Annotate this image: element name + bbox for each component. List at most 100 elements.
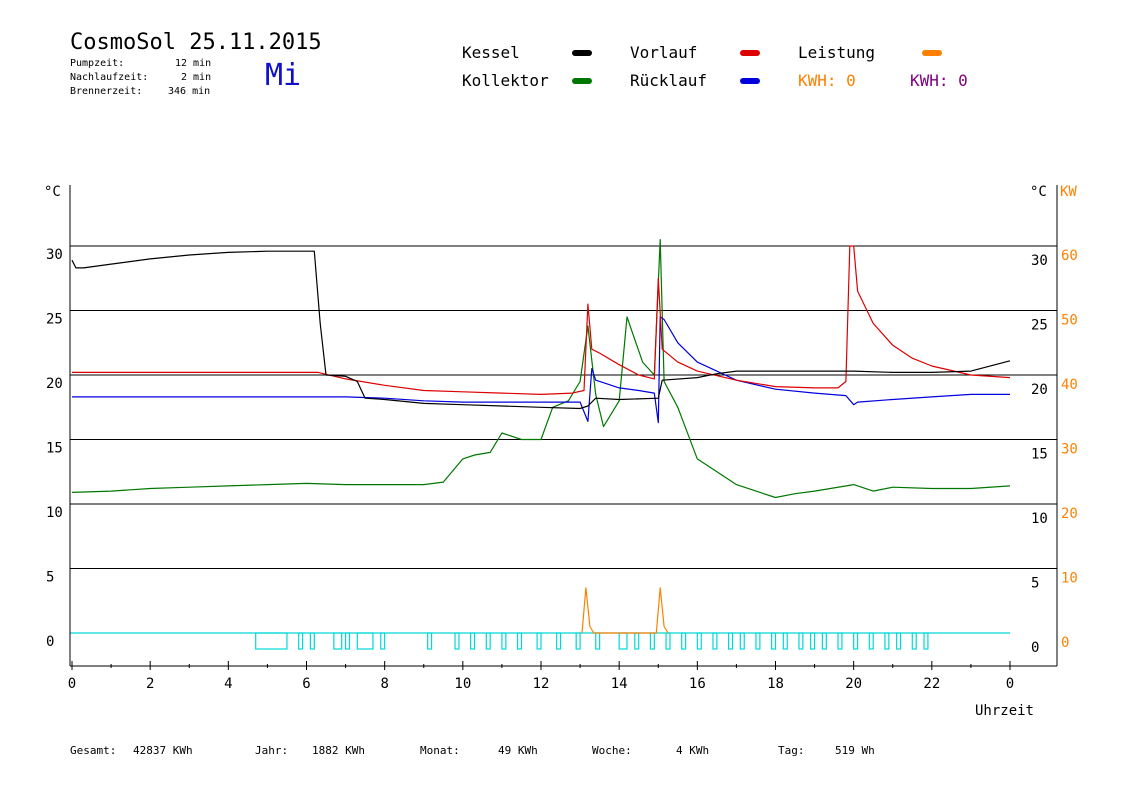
stat-label-brennerzeit: Brennerzeit: bbox=[70, 86, 143, 97]
pump-interval bbox=[821, 632, 827, 650]
pump-interval bbox=[770, 632, 777, 650]
y2-tick: 0 bbox=[1061, 635, 1069, 651]
kwh-orange: KWH: 0 bbox=[798, 71, 856, 90]
y2-tick: 50 bbox=[1061, 313, 1078, 329]
x-tick-label: 16 bbox=[689, 676, 706, 692]
series-lines bbox=[71, 239, 1011, 634]
pump-interval bbox=[649, 632, 655, 650]
series-line-rücklauf bbox=[72, 316, 1010, 424]
pump-interval bbox=[896, 632, 902, 650]
footer-tag-label: Tag: bbox=[778, 744, 805, 757]
footer-monat-label: Monat: bbox=[420, 744, 460, 757]
pump-interval bbox=[837, 632, 843, 650]
legend-label-ruecklauf: Rücklauf bbox=[630, 71, 708, 90]
pump-interval bbox=[634, 632, 640, 650]
y-tick-left: 15 bbox=[46, 441, 63, 457]
pump-interval bbox=[333, 632, 343, 650]
x-tick-label: 20 bbox=[845, 676, 862, 692]
pump-interval bbox=[485, 632, 491, 650]
pump-interval bbox=[298, 632, 304, 650]
x-tick-label: 8 bbox=[380, 676, 388, 692]
series-line-kollektor bbox=[71, 239, 1011, 499]
stat-label-pumpzeit: Pumpzeit: bbox=[70, 58, 125, 69]
legend-swatch-ruecklauf bbox=[740, 78, 760, 84]
chart-title: CosmoSol 25.11.2015 bbox=[70, 30, 322, 55]
y-tick-left: 10 bbox=[46, 505, 63, 521]
weekday-label: Mi bbox=[265, 58, 302, 93]
pump-interval bbox=[798, 632, 804, 650]
pump-interval bbox=[665, 632, 671, 650]
pump-interval bbox=[309, 632, 315, 650]
y-tick-right: 20 bbox=[1031, 382, 1048, 398]
legend-label-leistung: Leistung bbox=[798, 43, 876, 62]
footer-gesamt-value: 42837 KWh bbox=[133, 744, 193, 757]
pump-interval bbox=[782, 632, 788, 650]
x-tick-label: 22 bbox=[923, 676, 940, 692]
pump-interval bbox=[911, 632, 917, 650]
kwh-purple: KWH: 0 bbox=[910, 71, 968, 90]
series-line-kessel bbox=[71, 250, 1011, 410]
pump-interval bbox=[501, 632, 507, 650]
footer-jahr-label: Jahr: bbox=[255, 744, 289, 757]
pump-interval bbox=[696, 632, 702, 650]
y-unit-right: °C bbox=[1030, 184, 1047, 200]
y2-tick: 40 bbox=[1061, 377, 1078, 393]
footer-woche-value: 4 KWh bbox=[676, 744, 710, 757]
y-tick-right: 10 bbox=[1031, 511, 1048, 527]
legend-swatch-kessel bbox=[572, 50, 592, 56]
x-tick-label: 2 bbox=[146, 676, 154, 692]
pump-interval bbox=[575, 632, 581, 650]
pump-interval bbox=[454, 632, 460, 650]
stat-value-nachlaufzeit: 2 min bbox=[181, 72, 212, 83]
legend-label-vorlauf: Vorlauf bbox=[630, 43, 698, 62]
y-tick-right: 30 bbox=[1031, 253, 1048, 269]
pump-interval bbox=[868, 632, 874, 650]
x-tick-label: 14 bbox=[611, 676, 628, 692]
pump-interval bbox=[356, 632, 374, 650]
y-tick-left: 30 bbox=[46, 247, 63, 263]
pump-interval bbox=[516, 632, 523, 650]
y-tick-left: 20 bbox=[46, 376, 63, 392]
legend-label-kollektor: Kollektor bbox=[462, 71, 549, 90]
legend-swatch-vorlauf bbox=[740, 50, 760, 56]
footer-gesamt-label: Gesamt: bbox=[70, 744, 117, 757]
pump-interval bbox=[681, 632, 687, 650]
x-tick-label: 12 bbox=[533, 676, 550, 692]
x-tick-label: 4 bbox=[224, 676, 232, 692]
pump-interval bbox=[853, 632, 859, 650]
x-tick-label: 18 bbox=[767, 676, 784, 692]
pump-series bbox=[255, 632, 929, 650]
pump-interval bbox=[255, 632, 288, 650]
x-tick-label: 10 bbox=[454, 676, 471, 692]
footer-tag-value: 519 Wh bbox=[835, 744, 875, 757]
x-axis-label: Uhrzeit bbox=[975, 703, 1034, 719]
y-tick-right: 15 bbox=[1031, 447, 1048, 463]
pump-interval bbox=[536, 632, 542, 650]
y2-unit: KW bbox=[1060, 184, 1077, 200]
x-tick-label: 6 bbox=[302, 676, 310, 692]
stat-value-brennerzeit: 346 min bbox=[168, 86, 211, 97]
pump-interval bbox=[595, 632, 601, 650]
footer-monat-value: 49 KWh bbox=[498, 744, 538, 757]
legend-swatch-kollektor bbox=[572, 78, 592, 84]
legend-swatch-leistung bbox=[922, 50, 942, 56]
y2-tick: 20 bbox=[1061, 506, 1078, 522]
footer-woche-label: Woche: bbox=[592, 744, 632, 757]
pump-interval bbox=[727, 632, 734, 650]
axes bbox=[69, 185, 1058, 670]
pump-interval bbox=[618, 632, 628, 650]
grid-lines bbox=[70, 245, 1057, 634]
y-tick-left: 5 bbox=[46, 570, 54, 586]
pump-interval bbox=[923, 632, 929, 650]
y2-tick: 60 bbox=[1061, 248, 1078, 264]
stat-label-nachlaufzeit: Nachlaufzeit: bbox=[70, 72, 149, 83]
pump-interval bbox=[427, 632, 433, 650]
pump-interval bbox=[739, 632, 745, 650]
pump-interval bbox=[712, 632, 718, 650]
legend-label-kessel: Kessel bbox=[462, 43, 520, 62]
footer-jahr-value: 1882 KWh bbox=[312, 744, 365, 757]
x-tick-label: 0 bbox=[68, 676, 76, 692]
y-unit-left: °C bbox=[44, 184, 61, 200]
